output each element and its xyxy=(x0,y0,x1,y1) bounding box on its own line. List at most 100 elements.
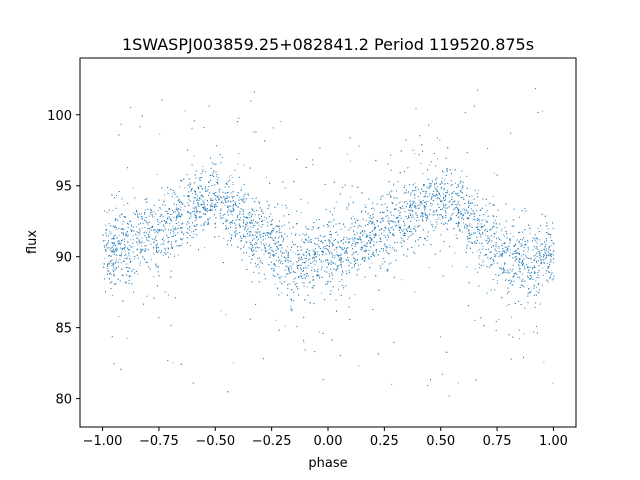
data-point xyxy=(167,294,169,296)
data-point xyxy=(404,232,405,234)
data-point xyxy=(128,249,129,251)
data-point xyxy=(116,249,118,251)
data-point xyxy=(550,236,552,238)
data-point xyxy=(308,282,310,284)
data-point xyxy=(304,234,306,236)
data-point xyxy=(236,216,238,218)
data-point xyxy=(186,212,188,214)
data-point xyxy=(158,274,160,276)
data-point xyxy=(190,245,192,247)
data-point xyxy=(406,255,408,257)
data-point xyxy=(408,191,409,193)
data-point xyxy=(542,267,544,269)
data-point xyxy=(518,240,520,242)
data-point xyxy=(364,256,366,258)
data-point xyxy=(231,237,232,239)
data-point xyxy=(526,264,528,266)
data-point xyxy=(509,252,511,254)
data-point xyxy=(183,195,185,197)
data-point xyxy=(237,206,239,208)
data-point xyxy=(518,259,520,261)
data-point xyxy=(482,198,484,200)
data-point xyxy=(114,244,116,246)
data-point xyxy=(434,214,436,216)
data-point xyxy=(278,244,280,246)
data-point xyxy=(365,219,367,221)
data-point xyxy=(212,162,213,164)
data-point xyxy=(447,223,448,225)
data-point xyxy=(151,259,152,261)
data-point xyxy=(239,211,241,212)
data-point xyxy=(137,273,139,275)
data-point xyxy=(254,225,256,226)
data-point xyxy=(467,238,469,240)
data-point xyxy=(200,204,202,206)
data-point xyxy=(300,267,301,269)
data-point xyxy=(109,255,110,257)
data-point xyxy=(324,184,326,185)
data-point xyxy=(104,224,106,226)
data-point xyxy=(543,274,544,276)
data-point xyxy=(457,185,459,187)
data-point xyxy=(407,238,409,240)
data-point xyxy=(462,214,464,216)
data-point xyxy=(535,280,537,282)
data-point xyxy=(418,154,420,156)
data-point xyxy=(511,316,512,318)
data-point xyxy=(193,120,195,122)
data-point xyxy=(543,361,545,363)
data-point xyxy=(413,218,415,220)
data-point xyxy=(325,245,327,247)
data-point xyxy=(536,286,538,288)
data-point xyxy=(215,192,217,193)
data-point xyxy=(336,265,338,267)
data-point xyxy=(378,234,380,236)
data-point xyxy=(190,231,192,233)
data-point xyxy=(246,230,247,232)
data-point xyxy=(281,255,283,257)
data-point xyxy=(233,209,235,211)
data-point xyxy=(243,244,245,246)
data-point xyxy=(447,228,449,230)
data-point xyxy=(418,199,420,201)
data-point xyxy=(424,184,426,186)
data-point xyxy=(414,291,416,293)
data-point xyxy=(269,254,271,256)
data-point xyxy=(412,211,414,213)
data-point xyxy=(223,238,225,240)
data-point xyxy=(240,235,242,237)
data-point xyxy=(535,240,537,242)
data-point xyxy=(399,212,401,214)
data-point xyxy=(238,153,240,154)
data-point xyxy=(375,234,377,236)
data-point xyxy=(153,204,155,206)
data-point xyxy=(272,239,274,241)
data-point xyxy=(523,250,525,252)
data-point xyxy=(278,276,280,278)
data-point xyxy=(455,192,457,194)
data-point xyxy=(139,126,141,128)
data-point xyxy=(154,232,156,234)
data-point xyxy=(249,222,250,224)
data-point xyxy=(435,188,437,190)
data-point xyxy=(204,206,206,208)
data-point xyxy=(484,254,486,256)
data-point xyxy=(243,164,245,166)
data-point xyxy=(159,133,161,135)
data-point xyxy=(193,155,195,157)
data-point xyxy=(177,254,179,256)
data-point xyxy=(404,191,406,193)
data-point xyxy=(424,208,426,210)
data-point xyxy=(260,262,262,263)
data-point xyxy=(468,230,470,232)
data-point xyxy=(336,251,338,253)
data-point xyxy=(113,363,115,365)
data-point xyxy=(302,253,304,255)
data-point xyxy=(547,228,549,229)
data-point xyxy=(164,210,166,212)
data-point xyxy=(451,204,453,206)
data-point xyxy=(531,262,533,263)
data-point xyxy=(188,191,190,193)
data-point xyxy=(274,206,276,208)
data-point xyxy=(368,222,370,224)
